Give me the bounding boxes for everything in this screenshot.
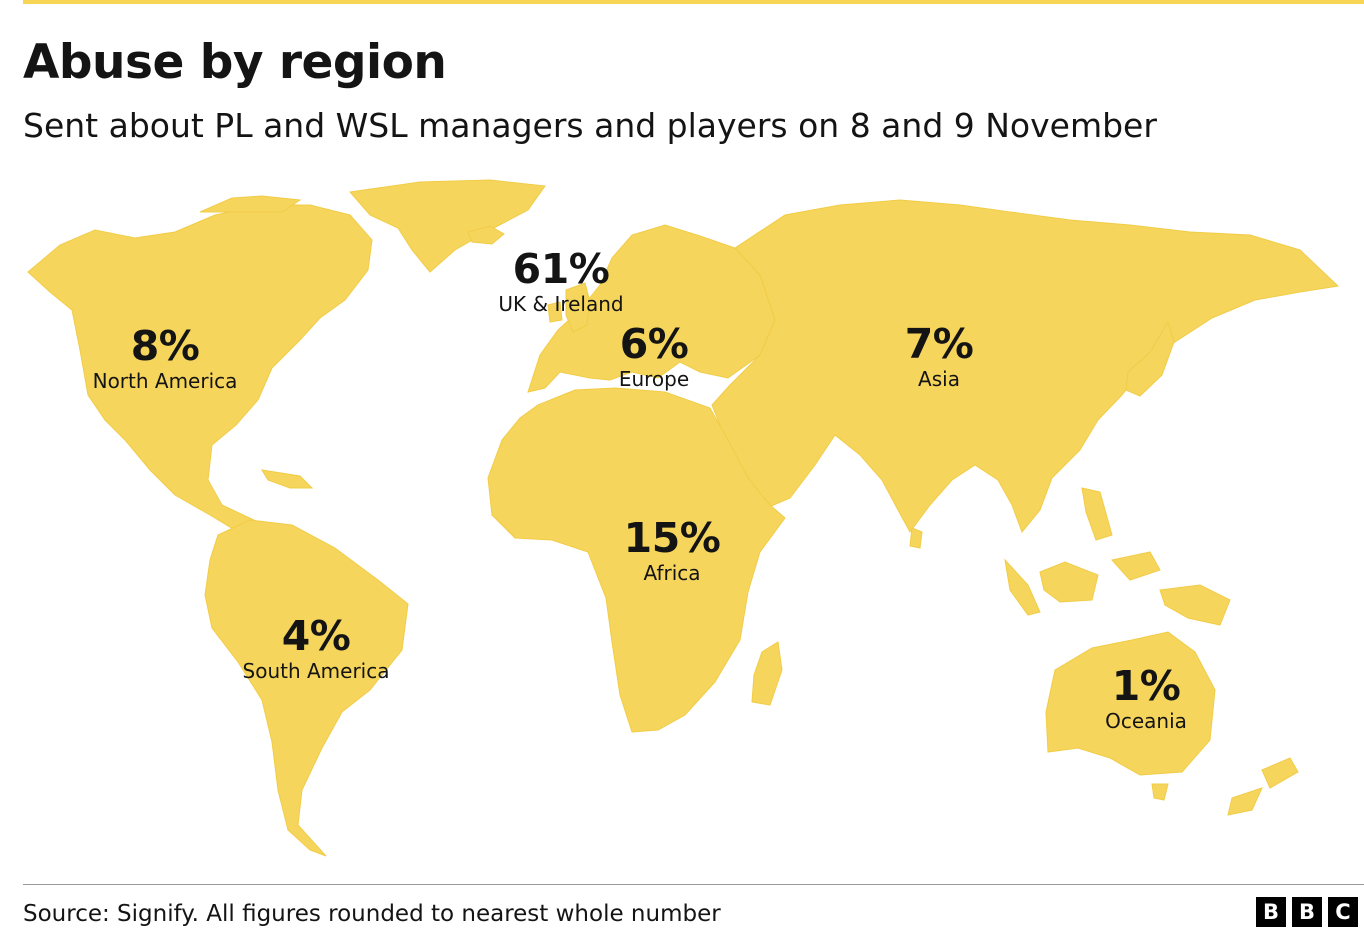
- bbc-logo-letter: B: [1256, 897, 1286, 927]
- asia-landmass: [711, 199, 1340, 533]
- region-label-europe: 6% Europe: [619, 321, 689, 391]
- south-america-landmass: [204, 519, 409, 857]
- new-guinea-landmass: [1159, 584, 1231, 626]
- region-name: UK & Ireland: [498, 292, 624, 316]
- japan-landmass: [1125, 320, 1175, 397]
- page-subtitle: Sent about PL and WSL managers and playe…: [23, 106, 1157, 145]
- region-label-south-america: 4% South America: [243, 613, 390, 683]
- region-name: Asia: [918, 367, 960, 391]
- new-zealand-landmass: [1227, 757, 1299, 816]
- bbc-logo: B B C: [1256, 897, 1358, 927]
- iceland-landmass: [467, 225, 505, 245]
- footer-divider: [23, 884, 1364, 885]
- region-value: 1%: [1111, 662, 1181, 710]
- australia-landmass: [1045, 631, 1216, 776]
- region-label-oceania: 1% Oceania: [1105, 663, 1187, 733]
- tasmania-landmass: [1151, 783, 1169, 801]
- madagascar-landmass: [751, 641, 783, 706]
- region-name: South America: [242, 659, 390, 683]
- region-name: Europe: [618, 367, 690, 391]
- uk-ireland-landmass: [547, 282, 591, 333]
- region-value: 8%: [130, 322, 200, 370]
- region-label-asia: 7% Asia: [905, 321, 974, 391]
- region-name: Africa: [643, 561, 701, 585]
- region-value: 4%: [281, 612, 351, 660]
- source-note: Source: Signify. All figures rounded to …: [23, 901, 721, 927]
- top-accent-rule: [23, 0, 1364, 4]
- maritime-southeast-asia-landmass: [1004, 487, 1161, 616]
- region-value: 15%: [623, 514, 721, 562]
- sri-lanka-landmass: [909, 527, 923, 549]
- region-value: 6%: [619, 320, 689, 368]
- caribbean-landmass: [261, 469, 314, 489]
- page-title: Abuse by region: [23, 35, 447, 90]
- region-label-north-america: 8% North America: [93, 323, 238, 393]
- region-name: North America: [92, 369, 238, 393]
- region-name: Oceania: [1105, 709, 1187, 733]
- world-map: [27, 179, 1340, 857]
- region-label-africa: 15% Africa: [624, 515, 721, 585]
- bbc-logo-letter: C: [1328, 897, 1358, 927]
- arctic-islands-landmass: [199, 195, 302, 213]
- bbc-logo-letter: B: [1292, 897, 1322, 927]
- africa-landmass: [487, 387, 786, 733]
- region-value: 7%: [904, 320, 974, 368]
- region-value: 61%: [512, 245, 610, 293]
- region-label-uk-ireland: 61% UK & Ireland: [498, 246, 623, 316]
